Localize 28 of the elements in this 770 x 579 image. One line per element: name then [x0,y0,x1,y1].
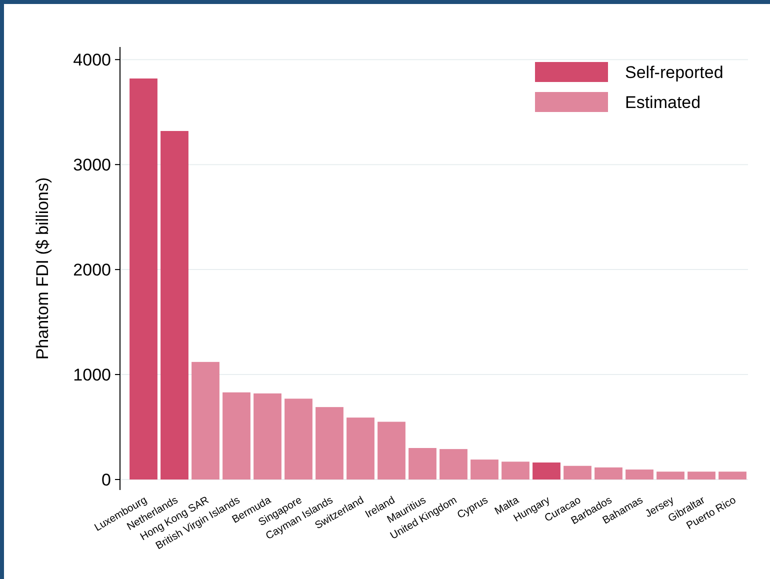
bar [284,398,312,480]
bar [254,393,282,480]
bar [564,466,592,480]
bar [470,460,498,480]
y-tick-label: 4000 [73,50,111,70]
y-tick-label: 2000 [73,260,111,280]
bar [222,392,250,480]
bar [440,449,468,480]
bar [316,407,344,480]
bar [502,462,530,480]
bar [688,472,716,480]
bar [192,362,220,480]
y-tick-label: 1000 [73,365,111,384]
bar [718,472,746,480]
bar [130,78,158,480]
bar [346,418,374,480]
bar [594,467,622,480]
bar [160,130,188,480]
bar [532,462,560,480]
bar [626,470,654,480]
y-tick-label: 3000 [73,156,111,175]
legend-label: Estimated [625,92,701,112]
bar [378,422,406,480]
y-tick-label: 0 [102,470,111,490]
bar [656,472,684,480]
legend-label: Self-reported [625,62,724,82]
bar [408,448,436,480]
y-axis-title: Phantom FDI ($ billions) [33,177,52,360]
